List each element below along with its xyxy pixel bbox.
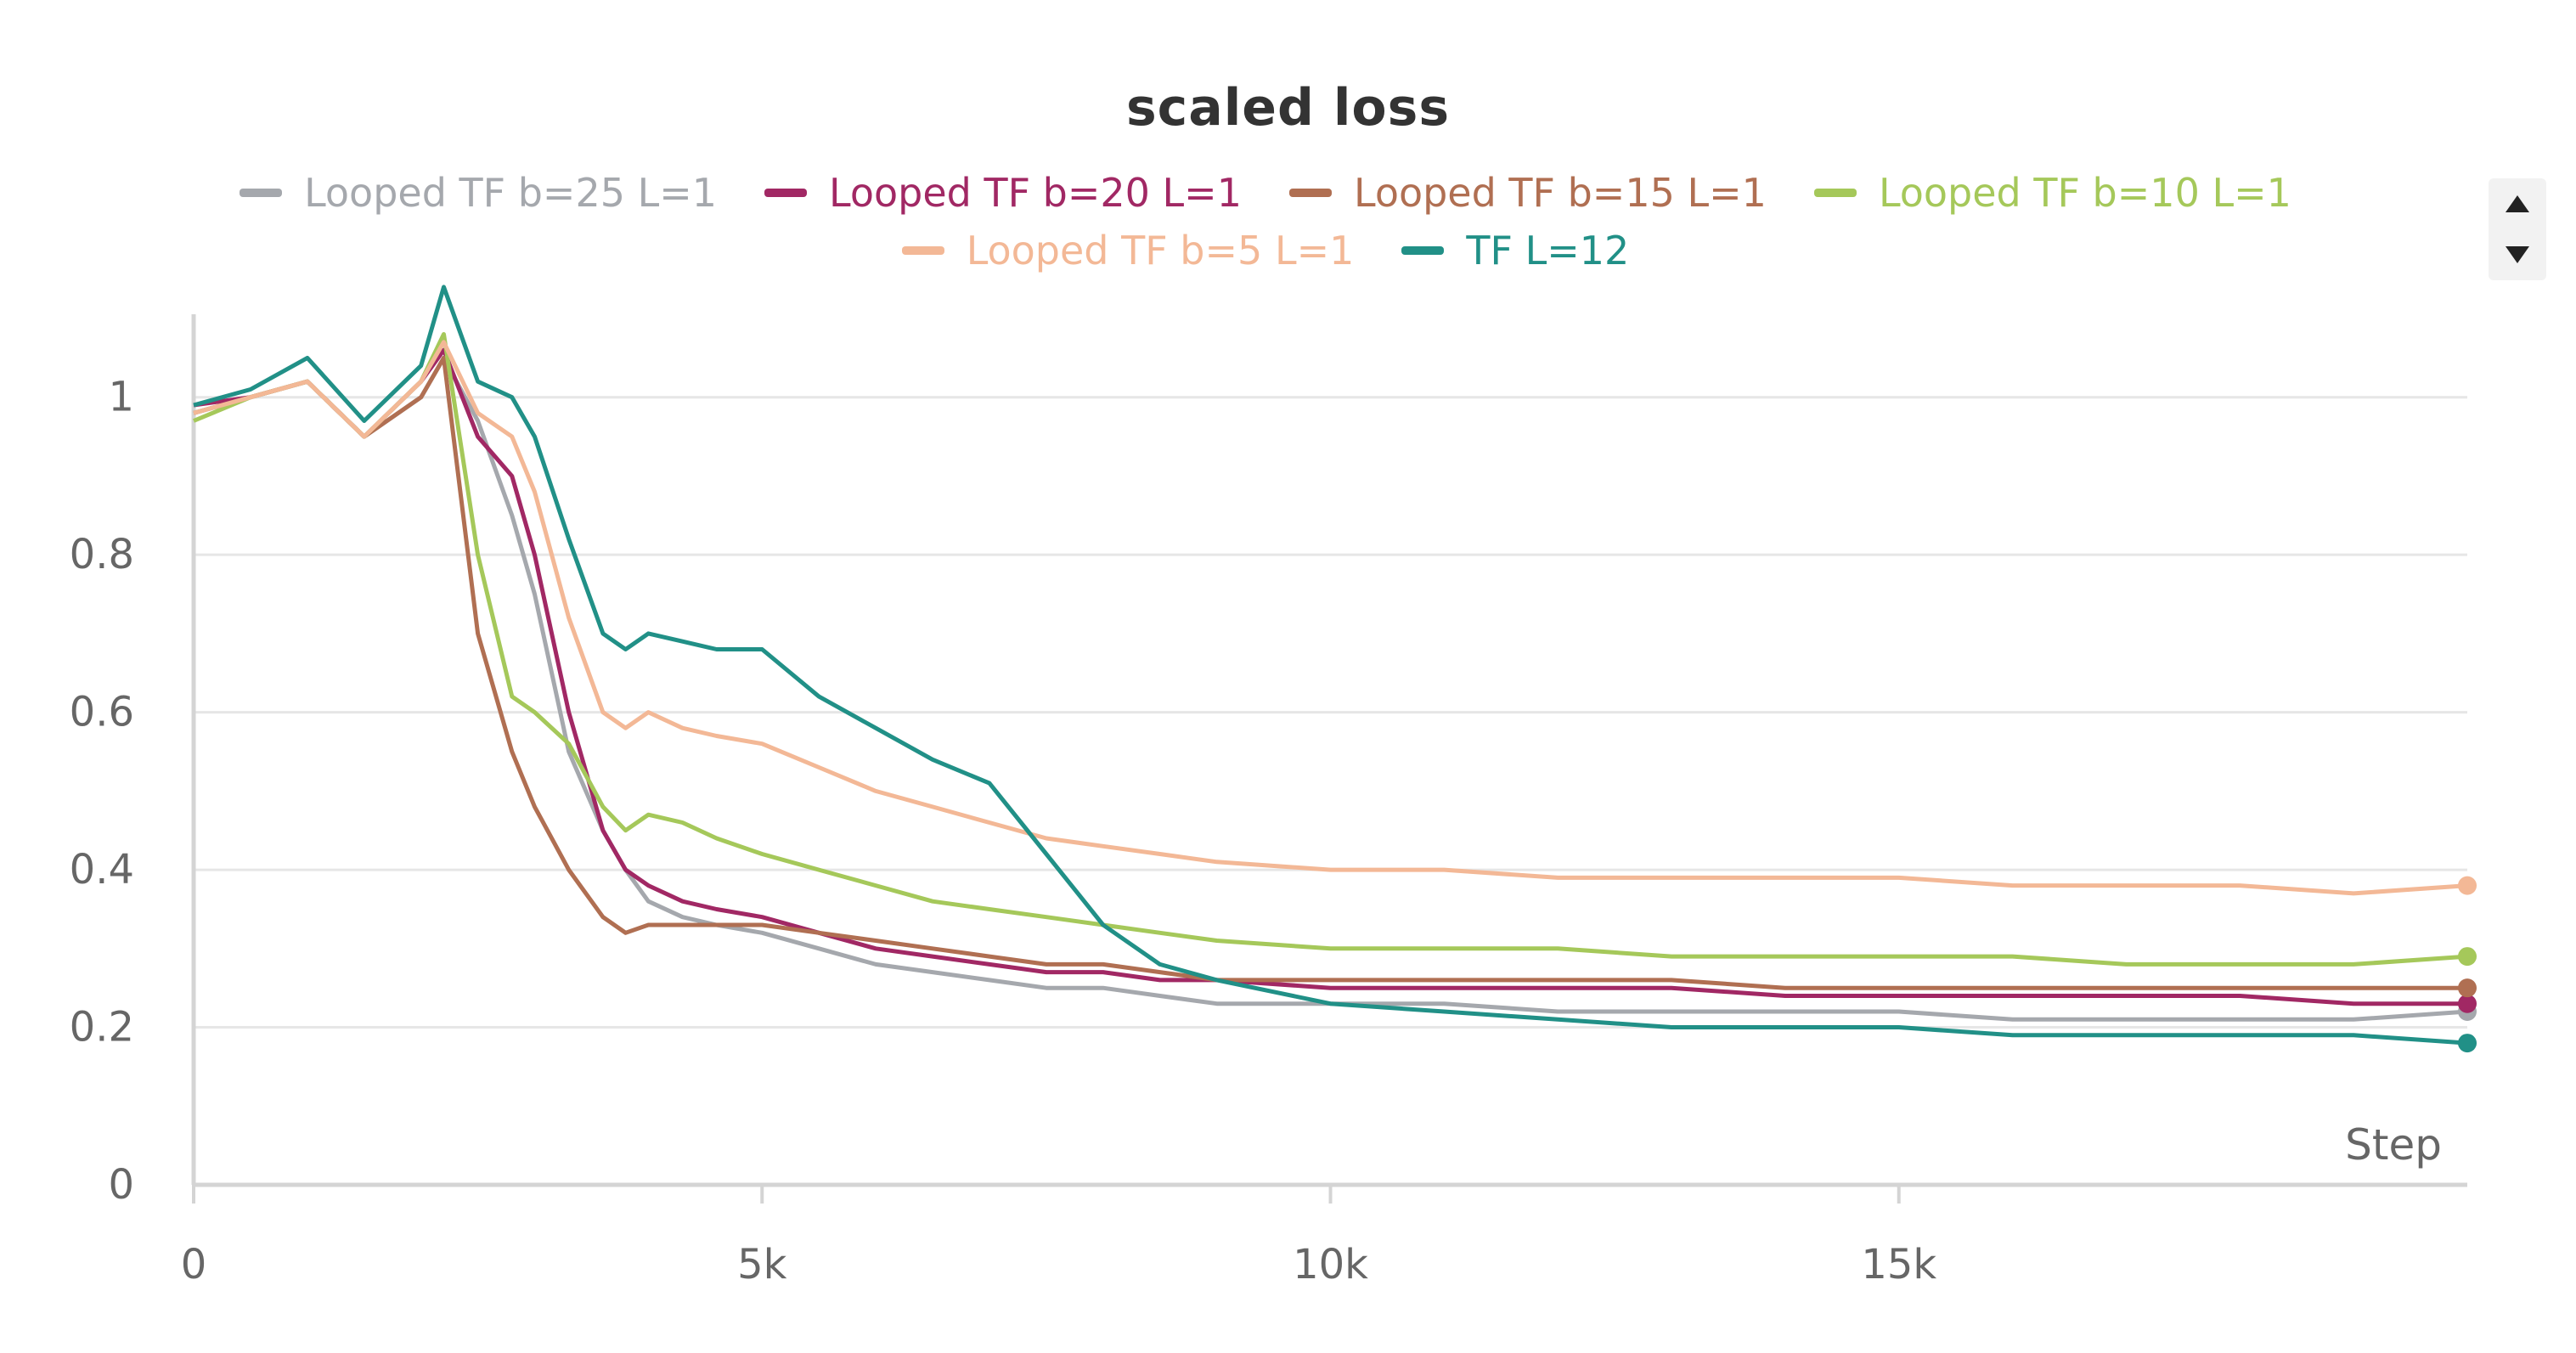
- legend-label: Looped TF b=25 L=1: [304, 170, 718, 216]
- legend-swatch: [1289, 189, 1332, 197]
- tick-labels: 0 0.2 0.4 0.6 0.8 1 0 5k 10k 15k Step: [70, 374, 2442, 1288]
- legend-label: Looped TF b=20 L=1: [829, 170, 1242, 216]
- legend-item-b10[interactable]: Looped TF b=10 L=1: [1813, 170, 2291, 216]
- legend-item-b25[interactable]: Looped TF b=25 L=1: [240, 170, 717, 216]
- legend-item-b15[interactable]: Looped TF b=15 L=1: [1289, 170, 1767, 216]
- legend-label: Looped TF b=10 L=1: [1878, 170, 2291, 216]
- chart-title: scaled loss: [1125, 78, 1451, 138]
- legend: Looped TF b=25 L=1 Looped TF b=20 L=1 Lo…: [170, 170, 2361, 273]
- series-line: [193, 285, 2468, 1046]
- legend-label: Looped TF b=5 L=1: [966, 228, 1355, 273]
- series-endpoint: [2458, 876, 2477, 895]
- legend-swatch: [764, 189, 808, 197]
- x-tick-label: 5k: [737, 1241, 787, 1288]
- series-endpoint: [2458, 947, 2477, 967]
- legend-item-b20[interactable]: Looped TF b=20 L=1: [764, 170, 1242, 216]
- legend-swatch: [240, 189, 283, 197]
- legend-row-1: Looped TF b=25 L=1 Looped TF b=20 L=1 Lo…: [240, 170, 2291, 216]
- series-endpoint: [2458, 978, 2477, 998]
- series-line: [193, 332, 2468, 967]
- series-line: [193, 355, 2468, 1022]
- series-endpoint: [2458, 994, 2477, 1013]
- y-tick-label: 0: [108, 1161, 134, 1209]
- legend-swatch: [1401, 246, 1445, 255]
- legend-item-b5[interactable]: Looped TF b=5 L=1: [901, 228, 1355, 273]
- y-tick-label: 0.6: [70, 689, 134, 736]
- series-lines: [193, 285, 2477, 1053]
- x-axis-title: Step: [2345, 1120, 2442, 1170]
- legend-swatch: [901, 246, 944, 255]
- x-tick-label: 15k: [1861, 1241, 1936, 1288]
- legend-item-tf-l12[interactable]: TF L=12: [1401, 228, 1629, 273]
- y-tick-label: 0.8: [70, 531, 134, 578]
- series-line: [193, 347, 2467, 1006]
- x-tick-label: 0: [181, 1241, 207, 1288]
- axes: [191, 314, 2467, 1204]
- series-line: [193, 355, 2467, 990]
- legend-row-2: Looped TF b=5 L=1 TF L=12: [901, 228, 1629, 273]
- legend-label: TF L=12: [1466, 228, 1630, 273]
- legend-label: Looped TF b=15 L=1: [1354, 170, 1767, 216]
- legend-scroll-control: [2489, 178, 2546, 280]
- y-tick-label: 1: [108, 374, 134, 421]
- y-tick-label: 0.4: [70, 846, 134, 894]
- series-endpoint: [2458, 1034, 2477, 1053]
- legend-swatch: [1813, 189, 1857, 197]
- scroll-down-icon[interactable]: [2506, 246, 2529, 263]
- x-tick-label: 10k: [1293, 1241, 1368, 1288]
- y-tick-label: 0.2: [70, 1004, 134, 1051]
- scroll-up-icon[interactable]: [2506, 195, 2529, 212]
- series-line: [193, 340, 2468, 896]
